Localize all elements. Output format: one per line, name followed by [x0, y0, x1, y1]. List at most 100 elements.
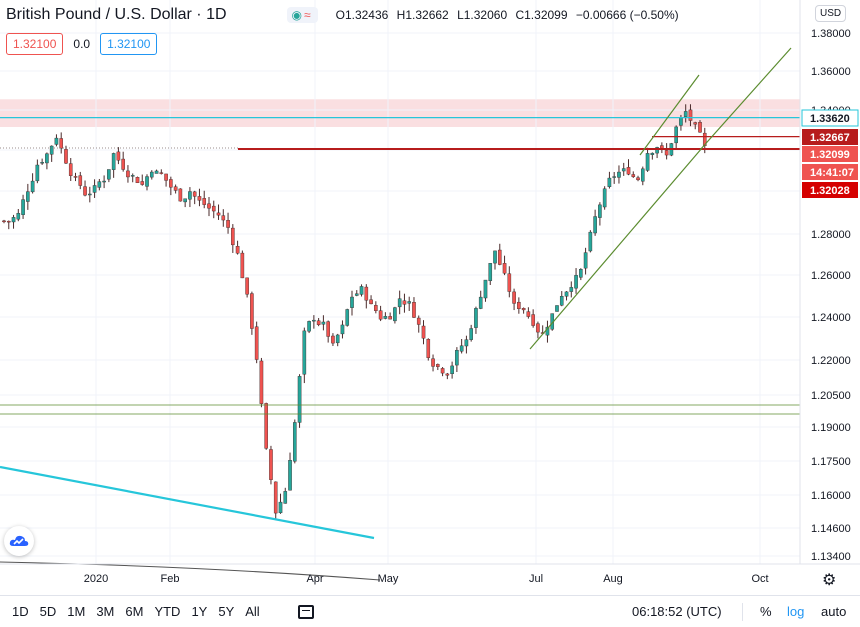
candle-body: [354, 293, 359, 296]
candle-body: [231, 227, 235, 246]
candle-body: [254, 326, 259, 360]
calendar-icon[interactable]: [297, 604, 314, 619]
candle-body: [259, 360, 264, 404]
price-tick-label: 1.20500: [811, 390, 851, 402]
candle-body: [169, 179, 173, 188]
candle-body: [149, 171, 154, 178]
wave-icon[interactable]: ≈: [304, 8, 313, 22]
candle-body: [555, 305, 559, 312]
log-toggle[interactable]: log: [787, 604, 805, 619]
trendline-upper-short: [639, 74, 700, 156]
timeframe-ytd[interactable]: YTD: [154, 604, 181, 619]
candle-body: [588, 231, 593, 252]
currency-button[interactable]: USD: [815, 5, 847, 22]
timeframe-6m[interactable]: 6M: [125, 604, 144, 619]
candle-body: [631, 174, 636, 177]
candle-body: [335, 334, 340, 344]
candle-body: [679, 117, 683, 126]
candle-body: [426, 339, 431, 358]
candle-body: [116, 151, 121, 161]
auto-toggle[interactable]: auto: [821, 604, 847, 619]
candle-body: [459, 345, 464, 352]
bid-box[interactable]: 1.32100: [6, 33, 64, 55]
candle-body: [326, 321, 330, 337]
candle-body: [207, 203, 211, 209]
eye-icon[interactable]: ◉: [291, 8, 305, 22]
price-tick-label: 1.13400: [811, 551, 851, 563]
candle-body: [507, 273, 512, 292]
candle-body: [345, 309, 350, 326]
settings-gear-icon[interactable]: ⚙: [822, 572, 837, 589]
spread-value: 0.0: [73, 37, 91, 51]
percent-toggle[interactable]: %: [760, 604, 772, 619]
candle-body: [359, 286, 364, 295]
ask-box[interactable]: 1.32100: [100, 33, 158, 55]
time-axis-label: Apr: [306, 573, 323, 585]
price-label-text: 1.32099: [810, 149, 850, 161]
candle-body: [493, 250, 497, 264]
candle-body: [78, 175, 83, 186]
candle-body: [235, 246, 240, 254]
timeframe-5y[interactable]: 5Y: [218, 604, 235, 619]
price-label-text: 1.32667: [810, 132, 850, 144]
time-axis-label: May: [378, 573, 399, 585]
candle-body: [531, 314, 535, 326]
candle-body: [40, 162, 44, 164]
trendline-cyan: [0, 465, 375, 540]
candle-body: [655, 147, 659, 154]
candle-body: [288, 460, 292, 491]
utc-clock[interactable]: 06:18:52 (UTC): [632, 604, 722, 619]
candle-body: [374, 305, 378, 311]
lower-curve: [0, 561, 381, 581]
candle-body: [307, 321, 311, 332]
candle-body: [569, 287, 574, 292]
candle-body: [192, 191, 197, 197]
timeframe-3m[interactable]: 3M: [96, 604, 115, 619]
candle-body: [388, 316, 392, 320]
candle-body: [64, 149, 68, 164]
candle-body: [579, 269, 583, 278]
timeframe-1d[interactable]: 1D: [12, 604, 29, 619]
price-label-box: [802, 146, 858, 162]
candle-body: [250, 293, 254, 329]
candle-body: [316, 320, 321, 325]
candle-body: [702, 132, 707, 146]
symbol-title[interactable]: British Pound / U.S. Dollar · 1D: [6, 6, 227, 23]
candle-body: [464, 339, 469, 347]
candle-body: [202, 198, 207, 205]
candle-body: [340, 324, 345, 335]
candle-body: [331, 335, 335, 344]
candle-body: [35, 164, 40, 182]
candle-body: [6, 220, 11, 223]
candle-body: [321, 321, 326, 325]
candle-body: [59, 138, 64, 149]
candle-body: [26, 191, 30, 202]
legend-icons[interactable]: ◉ ≈: [286, 7, 318, 23]
candle-body: [54, 137, 59, 145]
price-tick-label: 1.28000: [811, 229, 851, 241]
price-tick-label: 1.26000: [811, 270, 851, 282]
change-value: −0.00666 (−0.50%): [575, 8, 679, 22]
candle-body: [645, 153, 650, 171]
candle-body: [583, 252, 588, 269]
timeframe-1m[interactable]: 1M: [67, 604, 86, 619]
candle-body: [564, 291, 569, 297]
timeframe-1y[interactable]: 1Y: [191, 604, 208, 619]
candle-body: [121, 158, 125, 170]
candle-body: [21, 199, 25, 215]
candle-body: [636, 177, 640, 181]
price-label-box: [802, 129, 858, 145]
candle-body: [407, 301, 412, 304]
open-value: O1.32436: [335, 8, 389, 22]
timeframe-5d[interactable]: 5D: [39, 604, 57, 619]
time-axis-label: Jul: [529, 573, 543, 585]
price-tick-label: 1.24000: [811, 312, 851, 324]
candle-body: [188, 191, 192, 200]
tradingview-logo[interactable]: [4, 526, 34, 556]
candle-body: [30, 180, 35, 193]
price-axis-bg: [800, 0, 860, 564]
candle-body: [683, 111, 688, 117]
price-label-box: [802, 182, 858, 198]
timeframe-all[interactable]: All: [245, 604, 260, 619]
